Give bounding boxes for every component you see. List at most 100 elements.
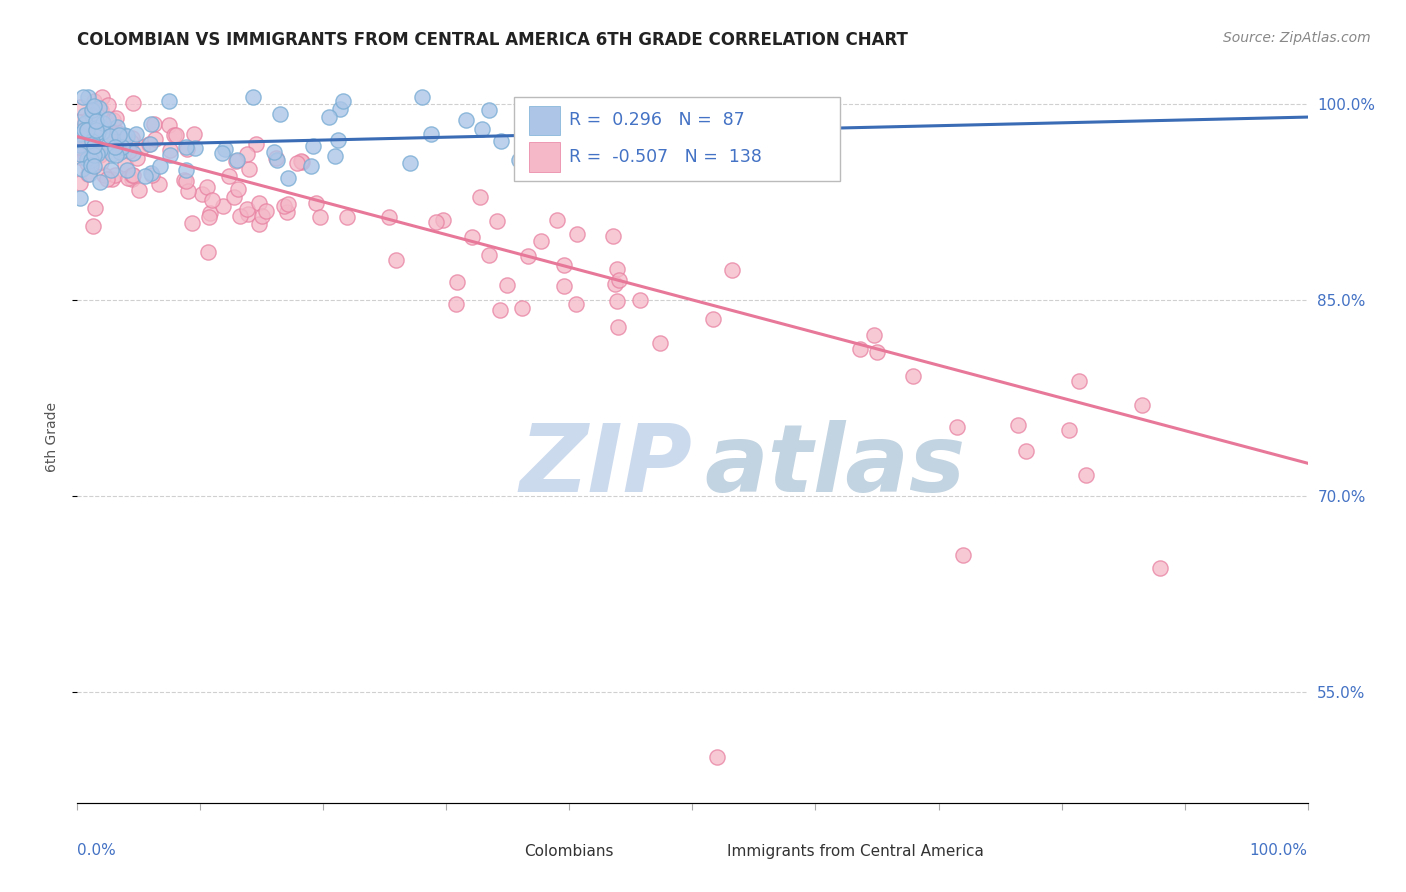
Point: [471, 122, 494, 136]
Point: [398, 155, 420, 169]
Point: [285, 156, 308, 170]
Point: [69, 127, 91, 141]
Point: [83, 98, 105, 112]
Point: [607, 273, 630, 287]
Point: [142, 117, 165, 131]
Point: [176, 142, 198, 156]
Point: [83, 94, 105, 108]
Point: [508, 153, 530, 167]
Point: [301, 138, 323, 153]
Point: [553, 258, 575, 272]
Point: [165, 128, 187, 143]
Point: [247, 196, 270, 211]
Point: [103, 134, 125, 148]
Point: [67, 141, 90, 155]
Point: [1057, 423, 1080, 437]
Point: [183, 141, 205, 155]
Point: [263, 145, 285, 159]
Point: [67, 124, 90, 138]
Point: [630, 293, 652, 308]
Point: [138, 137, 160, 152]
Point: [245, 136, 267, 151]
Text: Colombians: Colombians: [524, 845, 613, 859]
Point: [104, 111, 127, 125]
Point: [1007, 418, 1029, 433]
Point: [91, 90, 114, 104]
Point: [602, 228, 624, 243]
Point: [76, 152, 98, 166]
Point: [224, 190, 246, 204]
Point: [89, 175, 111, 189]
Point: [118, 145, 141, 159]
Point: [553, 279, 575, 293]
Point: [149, 159, 172, 173]
Point: [720, 263, 742, 277]
Point: [225, 153, 247, 168]
Point: [1015, 444, 1038, 458]
Bar: [693, 840, 720, 863]
Point: [309, 211, 332, 225]
Point: [98, 128, 121, 143]
Point: [67, 143, 90, 157]
Point: [470, 190, 492, 204]
Point: [605, 262, 627, 277]
Point: [269, 107, 291, 121]
Point: [176, 140, 198, 154]
Point: [83, 148, 105, 162]
Point: [121, 95, 143, 110]
Point: [75, 107, 97, 121]
Point: [606, 293, 628, 308]
Point: [489, 134, 512, 148]
Point: [84, 123, 107, 137]
Point: [97, 112, 120, 127]
Point: [114, 157, 136, 171]
Point: [247, 217, 270, 231]
Point: [603, 277, 626, 291]
Bar: [529, 106, 560, 135]
Point: [117, 171, 139, 186]
Point: [952, 548, 974, 562]
Text: 100.0%: 100.0%: [1250, 843, 1308, 858]
Point: [89, 148, 111, 162]
Point: [176, 162, 198, 177]
Point: [198, 210, 221, 224]
Point: [83, 160, 105, 174]
Bar: [515, 97, 841, 181]
Point: [108, 145, 131, 159]
Point: [70, 162, 93, 177]
Point: [125, 127, 148, 141]
Point: [69, 150, 91, 164]
Point: [80, 153, 103, 167]
Text: Immigrants from Central America: Immigrants from Central America: [727, 845, 984, 859]
Point: [291, 155, 314, 169]
Point: [277, 196, 299, 211]
Y-axis label: 6th Grade: 6th Grade: [45, 402, 59, 472]
Point: [516, 249, 538, 263]
Point: [79, 128, 101, 143]
Point: [101, 172, 124, 186]
Point: [69, 146, 91, 161]
Point: [276, 205, 298, 219]
Point: [191, 186, 214, 201]
Point: [101, 147, 124, 161]
Point: [273, 199, 295, 213]
Point: [242, 90, 264, 104]
Point: [866, 345, 889, 359]
Bar: [529, 143, 560, 171]
Point: [478, 247, 501, 261]
Point: [631, 108, 654, 122]
Point: [236, 147, 259, 161]
Point: [83, 201, 105, 215]
Point: [77, 129, 100, 144]
Point: [69, 191, 91, 205]
Point: [93, 116, 115, 130]
Point: [80, 153, 103, 168]
Point: [848, 342, 870, 356]
Point: [86, 146, 108, 161]
Point: [229, 209, 252, 223]
Point: [945, 419, 967, 434]
Point: [84, 121, 107, 136]
Point: [90, 155, 112, 169]
Point: [706, 750, 728, 764]
Point: [183, 127, 205, 141]
